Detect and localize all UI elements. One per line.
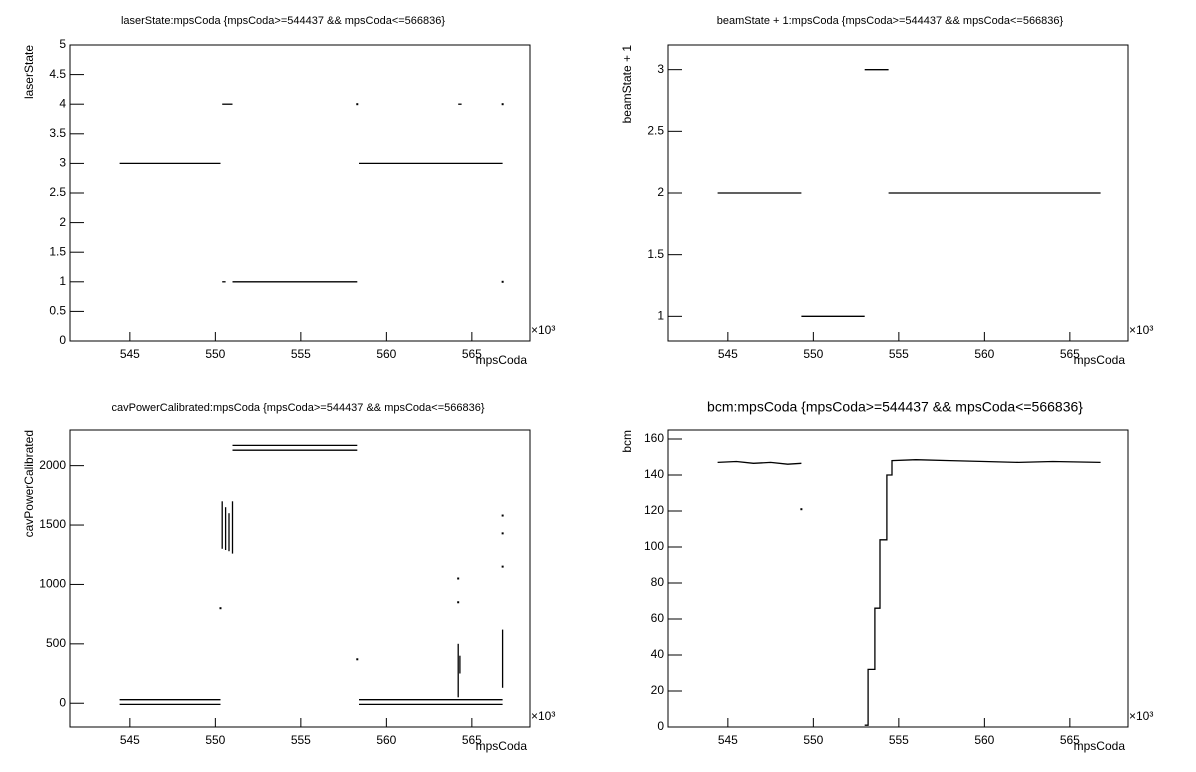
x-tick-label: 550 — [205, 733, 225, 747]
x-tick-label: 550 — [205, 347, 225, 361]
y-tick-label: 2 — [657, 185, 664, 199]
point — [501, 514, 504, 517]
x-tick-label: 550 — [803, 347, 823, 361]
x-tick-label: 565 — [462, 733, 482, 747]
y-tick-label: 2 — [59, 215, 66, 229]
x-tick-label: 555 — [889, 347, 909, 361]
y-tick-label: 80 — [651, 575, 665, 589]
plot-pad: cavPowerCalibrated:mpsCoda {mpsCoda>=544… — [22, 402, 555, 753]
point — [800, 508, 803, 511]
y-tick-label: 5 — [59, 37, 66, 51]
y-tick-label: 1.5 — [647, 247, 664, 261]
y-tick-label: 1 — [59, 274, 66, 288]
y-tick-label: 2000 — [39, 458, 66, 472]
y-tick-label: 120 — [644, 503, 664, 517]
x-tick-label: 545 — [120, 733, 140, 747]
y-axis-title: laserState — [22, 45, 36, 99]
x-tick-label: 560 — [974, 347, 994, 361]
y-tick-label: 2.5 — [49, 185, 66, 199]
y-tick-label: 3 — [59, 156, 66, 170]
data-line — [717, 460, 802, 465]
plot-frame — [69, 429, 531, 728]
y-tick-label: 0 — [59, 695, 66, 709]
point — [356, 658, 359, 661]
y-tick-label: 1.5 — [49, 244, 66, 258]
x-tick-label: 550 — [803, 733, 823, 747]
x-axis-title: mpsCoda — [1074, 353, 1126, 367]
y-tick-label: 1000 — [39, 577, 66, 591]
x-tick-label: 555 — [291, 733, 311, 747]
x-tick-label: 545 — [718, 733, 738, 747]
plot-pad: bcm:mpsCoda {mpsCoda>=544437 && mpsCoda<… — [620, 399, 1153, 753]
chart-title: bcm:mpsCoda {mpsCoda>=544437 && mpsCoda<… — [707, 399, 1083, 415]
x-tick-label: 560 — [376, 733, 396, 747]
y-axis-title: bcm — [620, 430, 634, 453]
y-tick-label: 3.5 — [49, 126, 66, 140]
y-tick-label: 3 — [657, 62, 664, 76]
x-tick-label: 555 — [889, 733, 909, 747]
x-axis-title: mpsCoda — [476, 739, 528, 753]
y-tick-label: 20 — [651, 683, 665, 697]
y-tick-label: 1 — [657, 309, 664, 323]
y-tick-label: 0 — [59, 333, 66, 347]
chart-title: laserState:mpsCoda {mpsCoda>=544437 && m… — [121, 15, 445, 27]
point — [457, 577, 460, 580]
y-tick-label: 500 — [46, 636, 66, 650]
point — [501, 280, 504, 283]
point — [501, 532, 504, 535]
plot-frame — [667, 429, 1129, 728]
y-tick-label: 100 — [644, 539, 664, 553]
y-tick-label: 140 — [644, 467, 664, 481]
plot-pad: laserState:mpsCoda {mpsCoda>=544437 && m… — [22, 15, 555, 367]
y-tick-label: 40 — [651, 647, 665, 661]
y-tick-label: 2.5 — [647, 124, 664, 138]
point — [501, 565, 504, 568]
data-line — [864, 459, 1101, 726]
x-multiplier: ×10³ — [531, 323, 555, 337]
y-tick-label: 0.5 — [49, 304, 66, 318]
x-multiplier: ×10³ — [1129, 709, 1153, 723]
point — [356, 103, 359, 106]
x-axis-title: mpsCoda — [476, 353, 528, 367]
x-tick-label: 555 — [291, 347, 311, 361]
y-tick-label: 1500 — [39, 517, 66, 531]
y-axis-title: cavPowerCalibrated — [22, 430, 36, 537]
point — [219, 607, 222, 610]
x-tick-label: 565 — [462, 347, 482, 361]
chart-title: cavPowerCalibrated:mpsCoda {mpsCoda>=544… — [111, 402, 484, 414]
x-tick-label: 560 — [974, 733, 994, 747]
x-axis-title: mpsCoda — [1074, 739, 1126, 753]
x-multiplier: ×10³ — [1129, 323, 1153, 337]
x-tick-label: 560 — [376, 347, 396, 361]
y-tick-label: 0 — [657, 719, 664, 733]
x-multiplier: ×10³ — [531, 709, 555, 723]
x-tick-label: 565 — [1060, 347, 1080, 361]
plot-pad: beamState + 1:mpsCoda {mpsCoda>=544437 &… — [620, 15, 1153, 367]
x-tick-label: 565 — [1060, 733, 1080, 747]
point — [457, 601, 460, 604]
y-tick-label: 160 — [644, 431, 664, 445]
y-tick-label: 60 — [651, 611, 665, 625]
x-tick-label: 545 — [120, 347, 140, 361]
y-tick-label: 4 — [59, 96, 66, 110]
x-tick-label: 545 — [718, 347, 738, 361]
chart-title: beamState + 1:mpsCoda {mpsCoda>=544437 &… — [717, 15, 1064, 27]
y-axis-title: beamState + 1 — [620, 45, 634, 124]
point — [501, 103, 504, 106]
y-tick-label: 4.5 — [49, 67, 66, 81]
plot-frame — [69, 44, 531, 342]
